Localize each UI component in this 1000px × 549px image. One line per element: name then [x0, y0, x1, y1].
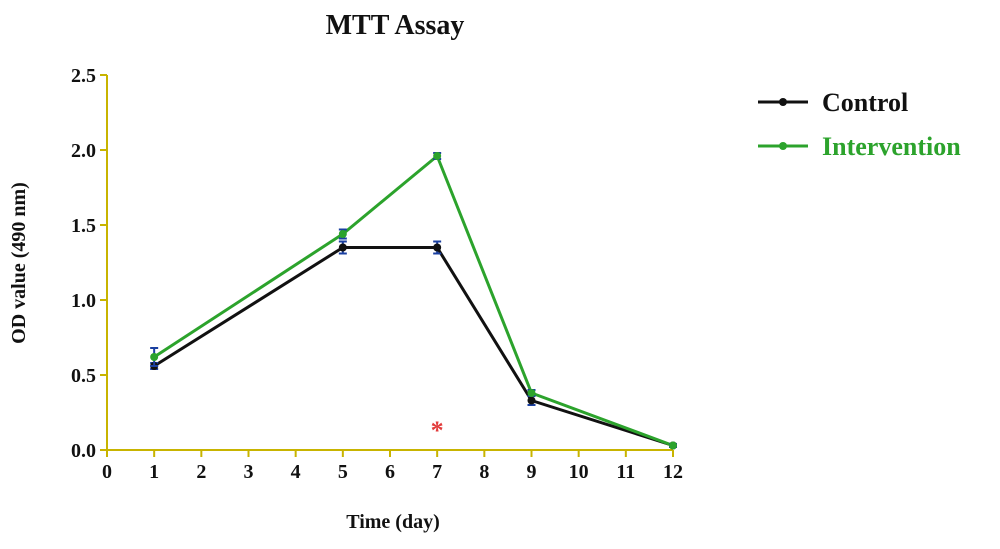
x-tick-label: 1 [149, 461, 159, 483]
control-legend-marker [779, 98, 787, 106]
y-tick-label: 2.0 [71, 140, 96, 162]
y-tick-label: 1.5 [71, 215, 96, 237]
y-tick-label: 0.0 [71, 440, 96, 462]
annotations: * [431, 416, 444, 445]
intervention-legend-label: Intervention [822, 132, 961, 161]
x-tick-label: 7 [432, 461, 442, 483]
control-data-point [527, 396, 536, 405]
x-tick-label: 3 [244, 461, 254, 483]
x-tick-label: 0 [102, 461, 112, 483]
intervention-data-point [527, 389, 536, 397]
intervention-data-point [150, 353, 159, 361]
intervention-data-point [433, 152, 442, 160]
axes: 0.00.51.01.52.02.50 1 2 3 4 5 6 7 8 9 10 11 12 [71, 65, 683, 483]
y-axis-label: OD value (490 nm) [8, 182, 30, 344]
x-tick-label: 6 [385, 461, 395, 483]
control-data-point [433, 243, 442, 252]
x-tick-label: 2 [196, 461, 206, 483]
intervention-data-point [669, 441, 677, 450]
chart-title: MTT Assay [326, 10, 465, 41]
y-tick-label: 2.5 [71, 65, 96, 87]
y-tick-label: 1.0 [71, 290, 96, 312]
x-tick-label: 11 [616, 461, 635, 483]
x-tick-label: 8 [479, 461, 489, 483]
legend: Control Intervention [758, 88, 961, 161]
series-layer [150, 152, 677, 450]
x-tick-label: 12 [663, 461, 683, 483]
x-tick-label: 5 [338, 461, 348, 483]
control-legend-label: Control [822, 88, 908, 117]
intervention-legend-marker [779, 142, 787, 150]
intervention-data-point [338, 230, 347, 238]
x-tick-label: 9 [527, 461, 537, 483]
x-tick-label: 4 [291, 461, 301, 483]
control-data-point [338, 243, 347, 252]
x-axis-label: Time (day) [346, 511, 440, 533]
significance-marker: * [431, 416, 444, 445]
y-tick-label: 0.5 [71, 365, 96, 387]
x-tick-label: 10 [569, 461, 589, 483]
intervention-series-line [153, 154, 674, 447]
